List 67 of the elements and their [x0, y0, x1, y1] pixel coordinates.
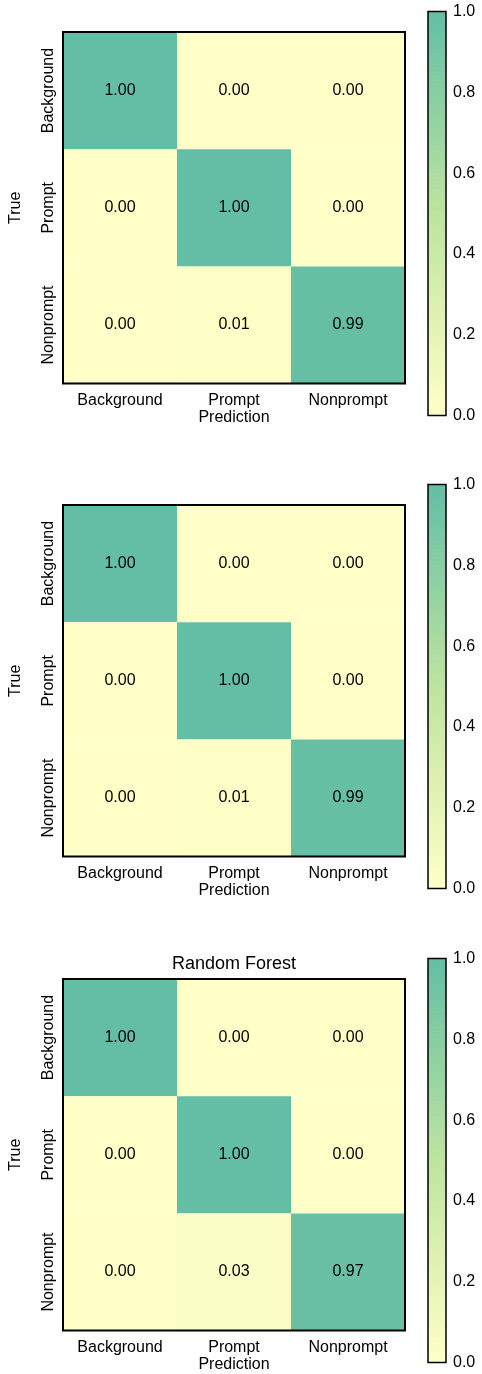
data-label: 0.03 [218, 1262, 250, 1280]
data-label: 0.00 [332, 81, 364, 99]
x-tick-label: Prompt [208, 1337, 261, 1355]
data-label: 0.00 [104, 1262, 136, 1280]
data-label: 1.00 [218, 198, 250, 216]
x-axis-title: Prediction [198, 1354, 270, 1372]
color-bar-label: 0.4 [453, 717, 476, 735]
data-label: 1.00 [104, 1028, 136, 1046]
x-tick-label: Prompt [208, 863, 261, 881]
data-label: 0.00 [332, 198, 364, 216]
data-label: 0.00 [104, 1145, 136, 1163]
color-bar-label: 0.4 [453, 244, 476, 262]
data-label: 0.99 [332, 315, 364, 333]
color-bar-label: 0.6 [453, 163, 476, 181]
color-bar-label: 0.0 [453, 878, 476, 896]
data-label: 0.00 [332, 554, 364, 572]
data-label: 1.00 [218, 671, 250, 689]
y-axis-title: True [6, 664, 24, 697]
y-tick-label: Background [39, 520, 57, 607]
data-label: 1.00 [218, 1145, 250, 1163]
data-label: 0.01 [218, 315, 250, 333]
x-tick-label: Nonprompt [308, 390, 389, 408]
data-label: 0.01 [218, 788, 250, 806]
x-axis-title: Prediction [198, 407, 270, 425]
y-axis-title: True [6, 1138, 24, 1171]
color-bar-label: 0.0 [453, 405, 476, 423]
y-tick-label: Prompt [39, 654, 57, 707]
data-label: 0.00 [332, 1145, 364, 1163]
y-tick-label: Prompt [39, 181, 57, 234]
data-label: 0.00 [218, 1028, 250, 1046]
chart-title: Random Forest [171, 952, 297, 973]
data-label: 0.00 [104, 315, 136, 333]
y-tick-label: Background [39, 994, 57, 1081]
x-tick-label: Background [77, 390, 163, 408]
color-bar-label: 0.0 [453, 1352, 476, 1370]
data-label: 0.00 [104, 671, 136, 689]
data-label: 0.00 [104, 198, 136, 216]
x-tick-label: Background [77, 863, 163, 881]
data-label: 0.00 [218, 554, 250, 572]
data-label: 0.97 [332, 1262, 364, 1280]
color-bar-label: 1.0 [453, 2, 476, 20]
y-axis-title: True [6, 191, 24, 224]
color-bar-label: 0.4 [453, 1191, 476, 1209]
color-bar-label: 0.2 [453, 325, 476, 343]
data-label: 0.00 [104, 788, 136, 806]
data-label: 0.00 [332, 671, 364, 689]
x-tick-label: Nonprompt [308, 1337, 389, 1355]
x-tick-label: Background [77, 1337, 163, 1355]
y-tick-label: Prompt [39, 1128, 57, 1181]
data-label: 0.00 [218, 81, 250, 99]
data-label: 0.99 [332, 788, 364, 806]
color-bar-label: 0.8 [453, 555, 476, 573]
data-label: 1.00 [104, 554, 136, 572]
color-bar-label: 0.6 [453, 636, 476, 654]
color-bar-label: 1.0 [453, 475, 476, 493]
color-bar-label: 0.2 [453, 1272, 476, 1290]
x-tick-label: Nonprompt [308, 863, 389, 881]
color-bar-label: 0.8 [453, 82, 476, 100]
color-bar-label: 1.0 [453, 949, 476, 967]
x-axis-title: Prediction [198, 880, 270, 898]
data-label: 1.00 [104, 81, 136, 99]
color-bar-label: 0.2 [453, 798, 476, 816]
color-bar-label: 0.8 [453, 1029, 476, 1047]
data-label: 0.00 [332, 1028, 364, 1046]
color-bar-label: 0.6 [453, 1110, 476, 1128]
y-tick-label: Background [39, 47, 57, 134]
x-tick-label: Prompt [208, 390, 261, 408]
